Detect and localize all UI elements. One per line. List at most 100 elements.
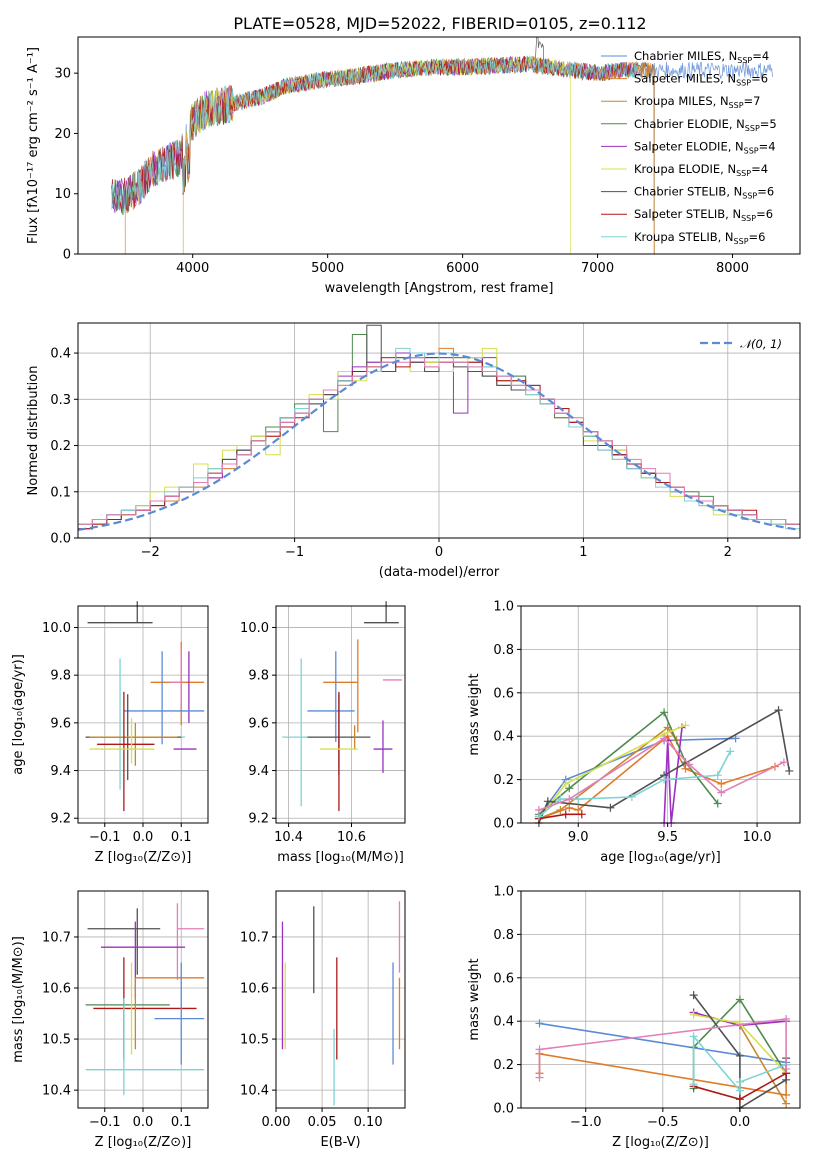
x-tick-label: 9.5 [657,830,678,845]
legend-value: =4 [752,49,769,63]
weight-marker [731,734,740,743]
weight-marker [782,1099,791,1108]
y-tick-label: 9.4 [248,764,269,779]
error-bar-point [373,720,393,773]
axes-frame [520,605,801,824]
weight-marker [689,1032,698,1041]
weight-marker [735,1086,744,1095]
y-tick-label: 9.6 [50,716,71,731]
legend-subscript: SSP [744,146,759,155]
x-axis-label: wavelength [Angstrom, rest frame] [325,281,554,296]
x-tick-label: 0.0 [133,1115,154,1130]
y-tick-label: 1.0 [493,885,514,900]
y-tick-label: 0.4 [50,347,71,362]
y-tick-label: 9.2 [248,812,269,827]
legend-text: Chabrier STELIB, N [634,185,742,199]
weight-marker [574,805,583,814]
weight-marker [561,810,570,819]
y-tick-label: 0.2 [493,1058,514,1073]
legend-label: Salpeter STELIB, NSSP=6 [634,207,773,223]
x-tick-label: 0.1 [171,1115,192,1130]
x-tick-label: 9.0 [568,830,589,845]
weight-marker [779,758,788,767]
weight-line [538,734,776,820]
x-tick-label: 0 [435,545,443,560]
y-tick-label: 9.4 [50,764,71,779]
age-vs-mass-panel: 10.4 10.6 9.2 9.4 9.6 9.8 10.0 mass [log₁₀(M/M⊙… [240,601,406,865]
y-tick-label: 30 [54,67,71,82]
error-bar-point [87,908,161,975]
error-bar-point [154,962,205,1065]
axes-frame [275,605,406,824]
x-tick-label: 8000 [716,261,749,276]
error-bar-point [87,601,153,624]
weight-marker [543,797,552,806]
y-axis-label: mass weight [467,958,482,1040]
x-axis-label: E(B-V) [320,1135,360,1150]
x-tick-label: 0.00 [262,1115,291,1130]
error-bar-point [97,691,155,812]
legend-label: Chabrier MILES, NSSP=4 [634,49,769,65]
spectrum-series-line [182,56,655,254]
legend-subscript: SSP [741,214,756,223]
x-tick-label: 5000 [311,261,344,276]
x-axis-label: age [log₁₀(age/yr)] [600,850,721,865]
legend-subscript: SSP [736,79,751,88]
legend-value: =6 [751,72,768,86]
x-tick-label: 0.0 [133,830,154,845]
legend-label: 𝒩(0, 1) [740,337,782,351]
legend-text: Kroupa ELODIE, N [634,162,736,176]
legend-text: Kroupa STELIB, N [634,230,734,244]
x-tick-label: 0.05 [308,1115,337,1130]
x-tick-label: 10.0 [743,830,772,845]
histograms [78,324,800,531]
weight-marker [561,779,570,788]
x-tick-label: −1 [285,545,304,560]
error-bar-point [169,648,182,709]
x-axis-label: Z [log₁₀(Z/Z⊙)] [95,1135,192,1150]
weight-marker [774,706,783,715]
weight-marker [534,805,543,814]
weight-marker [660,775,669,784]
legend-text: Chabrier ELODIE, N [634,117,745,131]
weight-marker [735,1077,744,1086]
weight-marker [565,784,574,793]
y-axis-label: mass [log₁₀(M/M⊙)] [11,936,26,1063]
y-tick-label: 0.0 [493,1102,514,1117]
legend-subscript: SSP [737,56,752,65]
legend-text: Kroupa MILES, N [634,94,729,108]
legend-text: Salpeter ELODIE, N [634,139,744,153]
x-tick-label: 0.0 [730,1115,751,1130]
y-tick-label: 0.8 [493,928,514,943]
weight-marker [689,1080,698,1089]
y-tick-label: 0.3 [50,393,71,408]
y-tick-label: 9.2 [50,812,71,827]
weight-marker [606,803,615,812]
weight-marker [577,810,586,819]
x-tick-label: 4000 [176,261,209,276]
y-tick-label: 10.4 [42,1084,71,1099]
legend-label: Chabrier ELODIE, NSSP=5 [634,117,777,133]
y-tick-label: 0.4 [493,730,514,745]
weight-marker [556,805,565,814]
x-tick-label: 6000 [446,261,479,276]
weight-marker [735,1095,744,1104]
y-axis-label: Flux [fλ10⁻¹⁷ erg cm⁻² s⁻¹ A⁻¹] [26,47,41,244]
weight-marker [627,792,636,801]
legend-text: Salpeter MILES, N [634,72,736,86]
x-tick-label: 1 [579,545,587,560]
y-tick-label: 0.0 [493,817,514,832]
y-axis-label: Normed distribution [26,366,41,496]
y-tick-label: 20 [54,127,71,142]
error-bar-point [282,658,333,807]
x-tick-label: −0.5 [647,1115,679,1130]
x-tick-label: 0.10 [354,1115,383,1130]
weight-line [663,727,683,824]
y-tick-label: 1.0 [493,600,514,615]
error-bar-point [364,601,399,624]
weight-marker [689,991,698,1000]
weight-marker [785,766,794,775]
y-tick-label: 10.5 [42,1033,71,1048]
weight-marker [535,1073,544,1082]
x-tick-label: −0.1 [89,1115,121,1130]
